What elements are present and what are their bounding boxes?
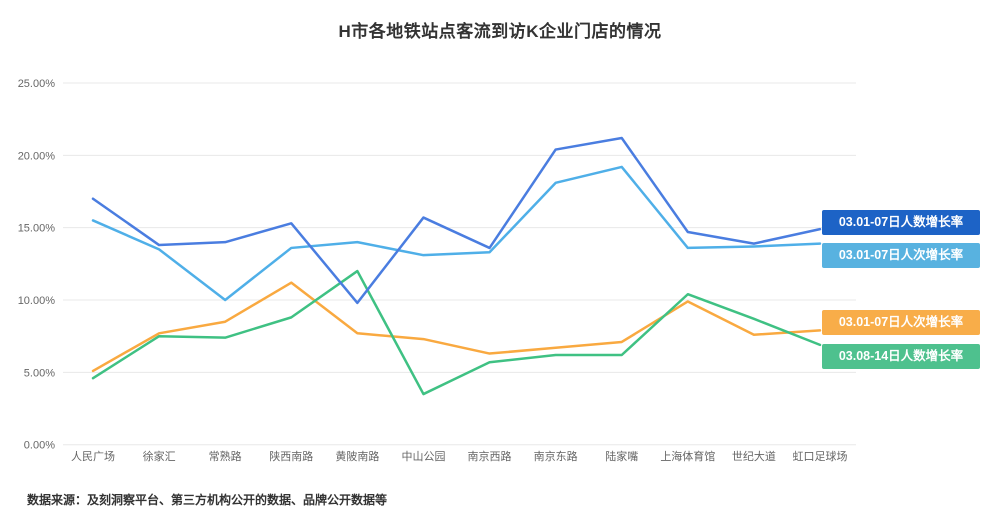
series-line-3: [91, 269, 822, 396]
x-axis-label: 黄陂南路: [335, 449, 379, 463]
x-axis-label: 徐家汇: [143, 449, 176, 463]
series-line-2: [91, 281, 822, 373]
x-axis-label: 南京东路: [534, 449, 578, 463]
x-axis-label: 陆家嘴: [605, 449, 638, 463]
y-tick-label: 25.00%: [18, 78, 56, 90]
x-axis-label: 南京西路: [468, 449, 512, 463]
y-tick-label: 0.00%: [24, 440, 55, 452]
x-axis-label: 虹口足球场: [793, 449, 848, 463]
x-axis-label: 人民广场: [71, 449, 115, 463]
x-axis-label: 上海体育馆: [660, 449, 715, 463]
series-end-label-2: 03.01-07日人次增长率: [822, 310, 980, 335]
series-end-label-3: 03.08-14日人数增长率: [822, 344, 980, 369]
y-tick-label: 20.00%: [18, 150, 56, 162]
series-end-label-1: 03.01-07日人次增长率: [822, 243, 980, 268]
x-axis-label: 世纪大道: [732, 449, 776, 463]
series-end-label-0: 03.01-07日人数增长率: [822, 210, 980, 235]
x-axis-label: 陕西南路: [269, 449, 313, 463]
x-axis-label: 常熟路: [209, 449, 242, 463]
data-source-note: 数据来源：及刻洞察平台、第三方机构公开的数据、品牌公开数据等: [27, 493, 388, 507]
series-line-1: [91, 165, 822, 302]
x-axis-label: 中山公园: [401, 450, 445, 463]
y-tick-label: 5.00%: [24, 367, 55, 379]
y-tick-label: 15.00%: [18, 223, 56, 235]
y-tick-label: 10.00%: [18, 295, 56, 307]
chart-title: H市各地铁站点客流到访K企业门店的情况: [338, 22, 662, 41]
series-line-0: [91, 136, 822, 305]
